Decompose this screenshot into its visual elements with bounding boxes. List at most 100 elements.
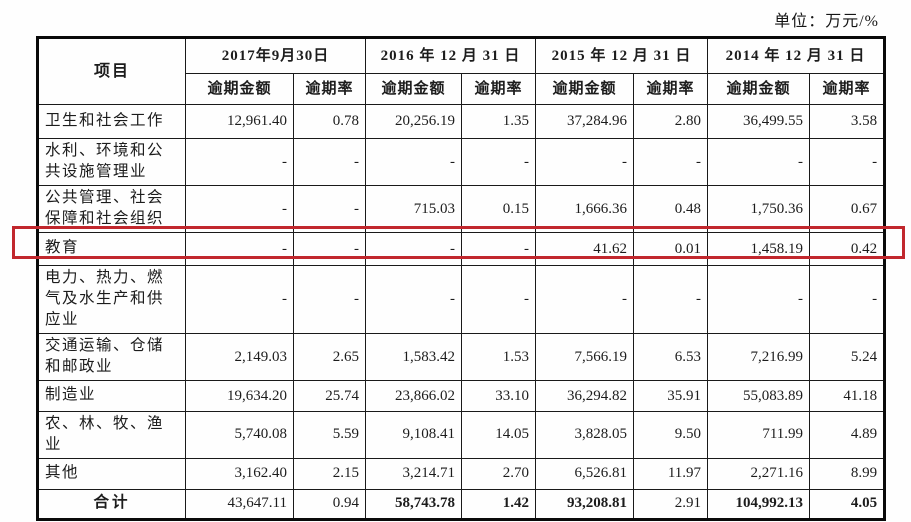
column-header-period-2014: 2014 年 12 月 31 日 [707, 37, 886, 74]
cell-value: - [633, 264, 709, 334]
subheader-overdue-amount: 逾期金额 [185, 73, 294, 105]
row-label: 农、林、牧、渔业 [37, 410, 186, 459]
cell-value: 1,458.19 [707, 231, 811, 266]
cell-value: 5,740.08 [185, 410, 294, 459]
cell-value: - [292, 264, 367, 334]
cell-value: 1,666.36 [535, 184, 635, 233]
cell-value: 6,526.81 [535, 457, 635, 490]
cell-value: 2.80 [633, 104, 709, 139]
table-row: 水利、环境和公共设施管理业 - - - - - - - - [37, 138, 886, 186]
cell-value: 3.58 [809, 104, 886, 139]
cell-value: 8.99 [809, 457, 886, 490]
cell-value: 2.15 [292, 457, 367, 490]
cell-value: - [292, 184, 367, 233]
header-row-subheaders: 逾期金额 逾期率 逾期金额 逾期率 逾期金额 逾期率 逾期金额 逾期率 [38, 73, 886, 105]
cell-value: 23,866.02 [365, 379, 463, 412]
subheader-overdue-rate: 逾期率 [461, 73, 537, 105]
column-header-period-2015: 2015 年 12 月 31 日 [535, 37, 709, 74]
cell-value: 0.42 [809, 231, 886, 266]
column-header-period-2017: 2017年9月30日 [184, 37, 367, 74]
row-label: 公共管理、社会保障和社会组织 [37, 184, 186, 233]
cell-value: - [292, 231, 367, 266]
cell-value: 35.91 [633, 379, 709, 412]
cell-value: 0.48 [633, 184, 709, 233]
table-row: 公共管理、社会保障和社会组织 - - 715.03 0.15 1,666.36 … [37, 184, 886, 233]
cell-value: - [461, 231, 537, 266]
cell-value: 55,083.89 [707, 379, 811, 412]
cell-value: 7,216.99 [707, 332, 811, 381]
row-label: 其他 [37, 457, 186, 490]
cell-value: 41.62 [535, 231, 635, 266]
subheader-overdue-amount: 逾期金额 [365, 73, 463, 105]
cell-value: 1,750.36 [707, 184, 811, 233]
column-header-item: 项目 [37, 37, 186, 105]
cell-value: 14.05 [461, 410, 537, 459]
cell-value: - [185, 138, 294, 186]
table-row-total: 合计 43,647.11 0.94 58,743.78 1.42 93,208.… [37, 488, 886, 520]
cell-value: 3,828.05 [535, 410, 635, 459]
cell-value: 25.74 [292, 379, 367, 412]
cell-value: 12,961.40 [185, 104, 294, 139]
cell-value: 93,208.81 [535, 488, 635, 520]
cell-value: - [461, 138, 537, 186]
cell-value: 20,256.19 [365, 104, 463, 139]
cell-value: 1.53 [461, 332, 537, 381]
cell-value: 9,108.41 [365, 410, 463, 459]
table-row: 卫生和社会工作 12,961.40 0.78 20,256.19 1.35 37… [37, 104, 886, 139]
cell-value: - [707, 264, 811, 334]
cell-value: 0.78 [292, 104, 367, 139]
cell-value: 36,499.55 [707, 104, 811, 139]
cell-value: - [365, 138, 463, 186]
cell-value: 104,992.13 [707, 488, 811, 520]
cell-value: 2,149.03 [185, 332, 294, 381]
cell-value: 0.67 [809, 184, 886, 233]
cell-value: 2.70 [461, 457, 537, 490]
cell-value: 19,634.20 [185, 379, 294, 412]
cell-value: 36,294.82 [535, 379, 635, 412]
cell-value: 4.89 [809, 410, 886, 459]
cell-value: 5.59 [292, 410, 367, 459]
overdue-table: 项目 2017年9月30日 2016 年 12 月 31 日 2015 年 12… [36, 36, 887, 521]
row-label: 电力、热力、燃气及水生产和供应业 [37, 264, 186, 334]
cell-value: - [809, 264, 886, 334]
cell-value: - [535, 138, 635, 186]
cell-value: - [365, 231, 463, 266]
row-label-total: 合计 [37, 488, 186, 520]
unit-label: 单位：万元/% [774, 13, 879, 30]
subheader-overdue-rate: 逾期率 [809, 73, 886, 105]
cell-value: 4.05 [809, 488, 886, 520]
cell-value: - [185, 184, 294, 233]
cell-value: 0.94 [292, 488, 367, 520]
cell-value: - [707, 138, 811, 186]
cell-value: 11.97 [633, 457, 709, 490]
cell-value: 711.99 [707, 410, 811, 459]
cell-value: - [292, 138, 367, 186]
cell-value: 1.35 [461, 104, 537, 139]
column-header-period-2016: 2016 年 12 月 31 日 [365, 37, 537, 74]
cell-value: 1.42 [461, 488, 537, 520]
cell-value: 41.18 [809, 379, 886, 412]
row-label: 教育 [37, 231, 186, 266]
row-label: 制造业 [37, 379, 186, 412]
cell-value: - [809, 138, 886, 186]
cell-value: 3,214.71 [365, 457, 463, 490]
cell-value: 0.01 [633, 231, 709, 266]
table-row: 农、林、牧、渔业 5,740.08 5.59 9,108.41 14.05 3,… [37, 410, 886, 459]
cell-value: - [185, 231, 294, 266]
cell-value: 2.65 [292, 332, 367, 381]
cell-value: - [365, 264, 463, 334]
cell-value: 43,647.11 [185, 488, 294, 520]
table-row: 制造业 19,634.20 25.74 23,866.02 33.10 36,2… [37, 379, 886, 412]
table-row: 电力、热力、燃气及水生产和供应业 - - - - - - - - [37, 264, 886, 334]
cell-value: 7,566.19 [535, 332, 635, 381]
cell-value: 0.15 [461, 184, 537, 233]
row-label: 水利、环境和公共设施管理业 [37, 138, 186, 186]
cell-value: 2,271.16 [707, 457, 811, 490]
table-row: 其他 3,162.40 2.15 3,214.71 2.70 6,526.81 … [37, 457, 886, 490]
cell-value: 33.10 [461, 379, 537, 412]
cell-value: - [185, 264, 294, 334]
cell-value: 37,284.96 [535, 104, 635, 139]
subheader-overdue-amount: 逾期金额 [535, 73, 635, 105]
table-row-education: 教育 - - - - 41.62 0.01 1,458.19 0.42 [37, 231, 886, 266]
